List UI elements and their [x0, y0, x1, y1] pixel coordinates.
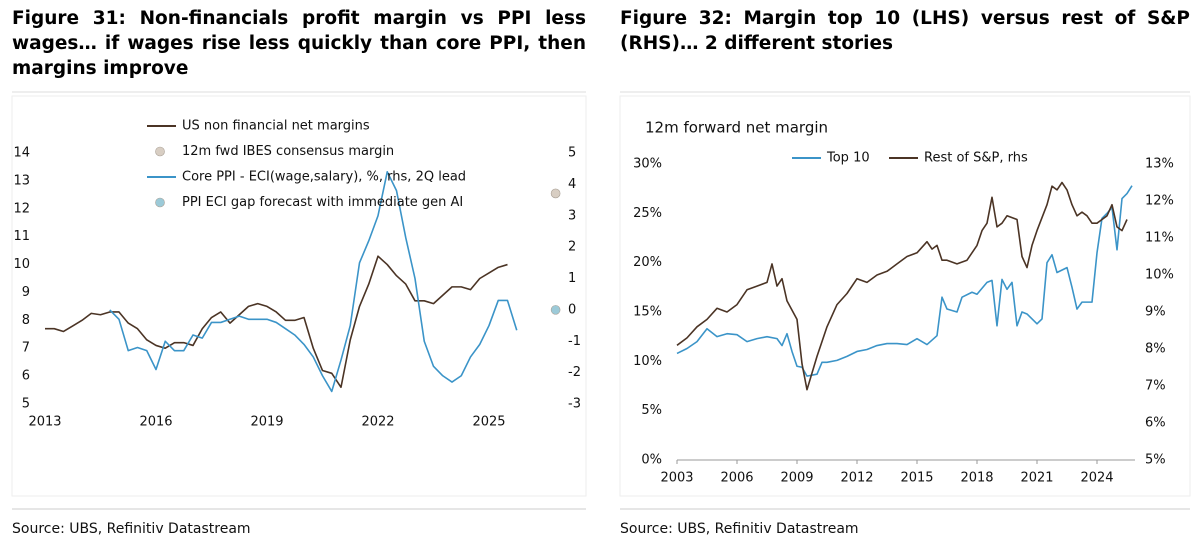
x-tick-label: 2018 — [960, 471, 993, 486]
y-tick-label: 7 — [22, 341, 30, 356]
x-tick-label: 2016 — [139, 415, 172, 430]
y2-tick-label: 11% — [1145, 231, 1174, 246]
x-tick-label: 2012 — [840, 471, 873, 486]
marker — [550, 305, 561, 315]
y2-tick-label: 2 — [568, 240, 576, 255]
figure-title: Figure 32: Margin top 10 (LHS) versus re… — [620, 8, 1190, 54]
x-tick-label: 2015 — [900, 471, 933, 486]
y-tick-label: 14 — [13, 146, 30, 161]
x-tick-label: 2009 — [780, 471, 813, 486]
y-tick-label: 5 — [22, 397, 30, 412]
series-line — [45, 255, 508, 389]
chart-frame — [11, 95, 587, 497]
series-line — [676, 185, 1133, 377]
y-tick-label: 6 — [22, 369, 30, 384]
legend-label: Rest of S&P, rhs — [924, 151, 1028, 166]
figure-title: Figure 31: Non-financials profit margin … — [12, 8, 586, 79]
x-tick-label: 2024 — [1080, 471, 1113, 486]
y2-tick-label: 1 — [568, 271, 576, 286]
y-tick-label: 8 — [22, 313, 30, 328]
y-tick-label: 11 — [13, 229, 30, 244]
legend-marker — [155, 146, 165, 157]
y-tick-label: 0% — [641, 453, 662, 468]
x-tick-label: 2013 — [28, 415, 61, 430]
y2-tick-label: 4 — [568, 177, 576, 192]
y2-tick-label: 6% — [1145, 416, 1166, 431]
y-tick-label: 10% — [633, 354, 662, 369]
x-tick-label: 2006 — [720, 471, 753, 486]
y-tick-label: 10 — [13, 257, 30, 272]
y-tick-label: 15% — [633, 305, 662, 320]
y2-tick-label: 12% — [1145, 194, 1174, 209]
series-line — [109, 171, 518, 393]
y2-tick-label: 9% — [1145, 305, 1166, 320]
chart-subtitle: 12m forward net margin — [645, 119, 828, 137]
y-tick-label: 20% — [633, 255, 662, 270]
y2-tick-label: 13% — [1145, 157, 1174, 172]
y2-tick-label: 10% — [1145, 268, 1174, 283]
y2-tick-label: 0 — [568, 302, 576, 317]
legend-label: Core PPI - ECI(wage,salary), %, rhs, 2Q … — [182, 170, 466, 185]
legend-label: Top 10 — [826, 151, 870, 166]
source: Source: UBS, Refinitiv Datastream — [620, 521, 859, 537]
y-tick-label: 9 — [22, 285, 30, 300]
legend-label: US non financial net margins — [182, 119, 370, 134]
source: Source: UBS, Refinitiv Datastream — [12, 521, 251, 537]
y-tick-label: 25% — [633, 206, 662, 221]
y-tick-label: 30% — [633, 157, 662, 172]
series-line — [676, 181, 1128, 391]
x-tick-label: 2022 — [361, 415, 394, 430]
chart-frame — [619, 95, 1191, 497]
x-tick-label: 2003 — [660, 471, 693, 486]
y-tick-label: 13 — [13, 173, 30, 188]
y2-tick-label: 5 — [568, 146, 576, 161]
x-tick-label: 2021 — [1020, 471, 1053, 486]
y2-tick-label: 8% — [1145, 342, 1166, 357]
y2-tick-label: 3 — [568, 208, 576, 223]
x-tick-label: 2019 — [250, 415, 283, 430]
marker — [550, 188, 561, 199]
x-tick-label: 2025 — [472, 415, 505, 430]
y2-tick-label: 5% — [1145, 453, 1166, 468]
legend-label: 12m fwd IBES consensus margin — [182, 144, 394, 159]
y-tick-label: 5% — [641, 403, 662, 418]
y2-tick-label: -1 — [568, 334, 581, 349]
legend-marker — [155, 197, 165, 208]
legend-label: PPI ECI gap forecast with immediate gen … — [182, 195, 463, 210]
y2-tick-label: -3 — [568, 397, 581, 412]
y2-tick-label: -2 — [568, 365, 581, 380]
y-tick-label: 12 — [13, 201, 30, 216]
y2-tick-label: 7% — [1145, 379, 1166, 394]
